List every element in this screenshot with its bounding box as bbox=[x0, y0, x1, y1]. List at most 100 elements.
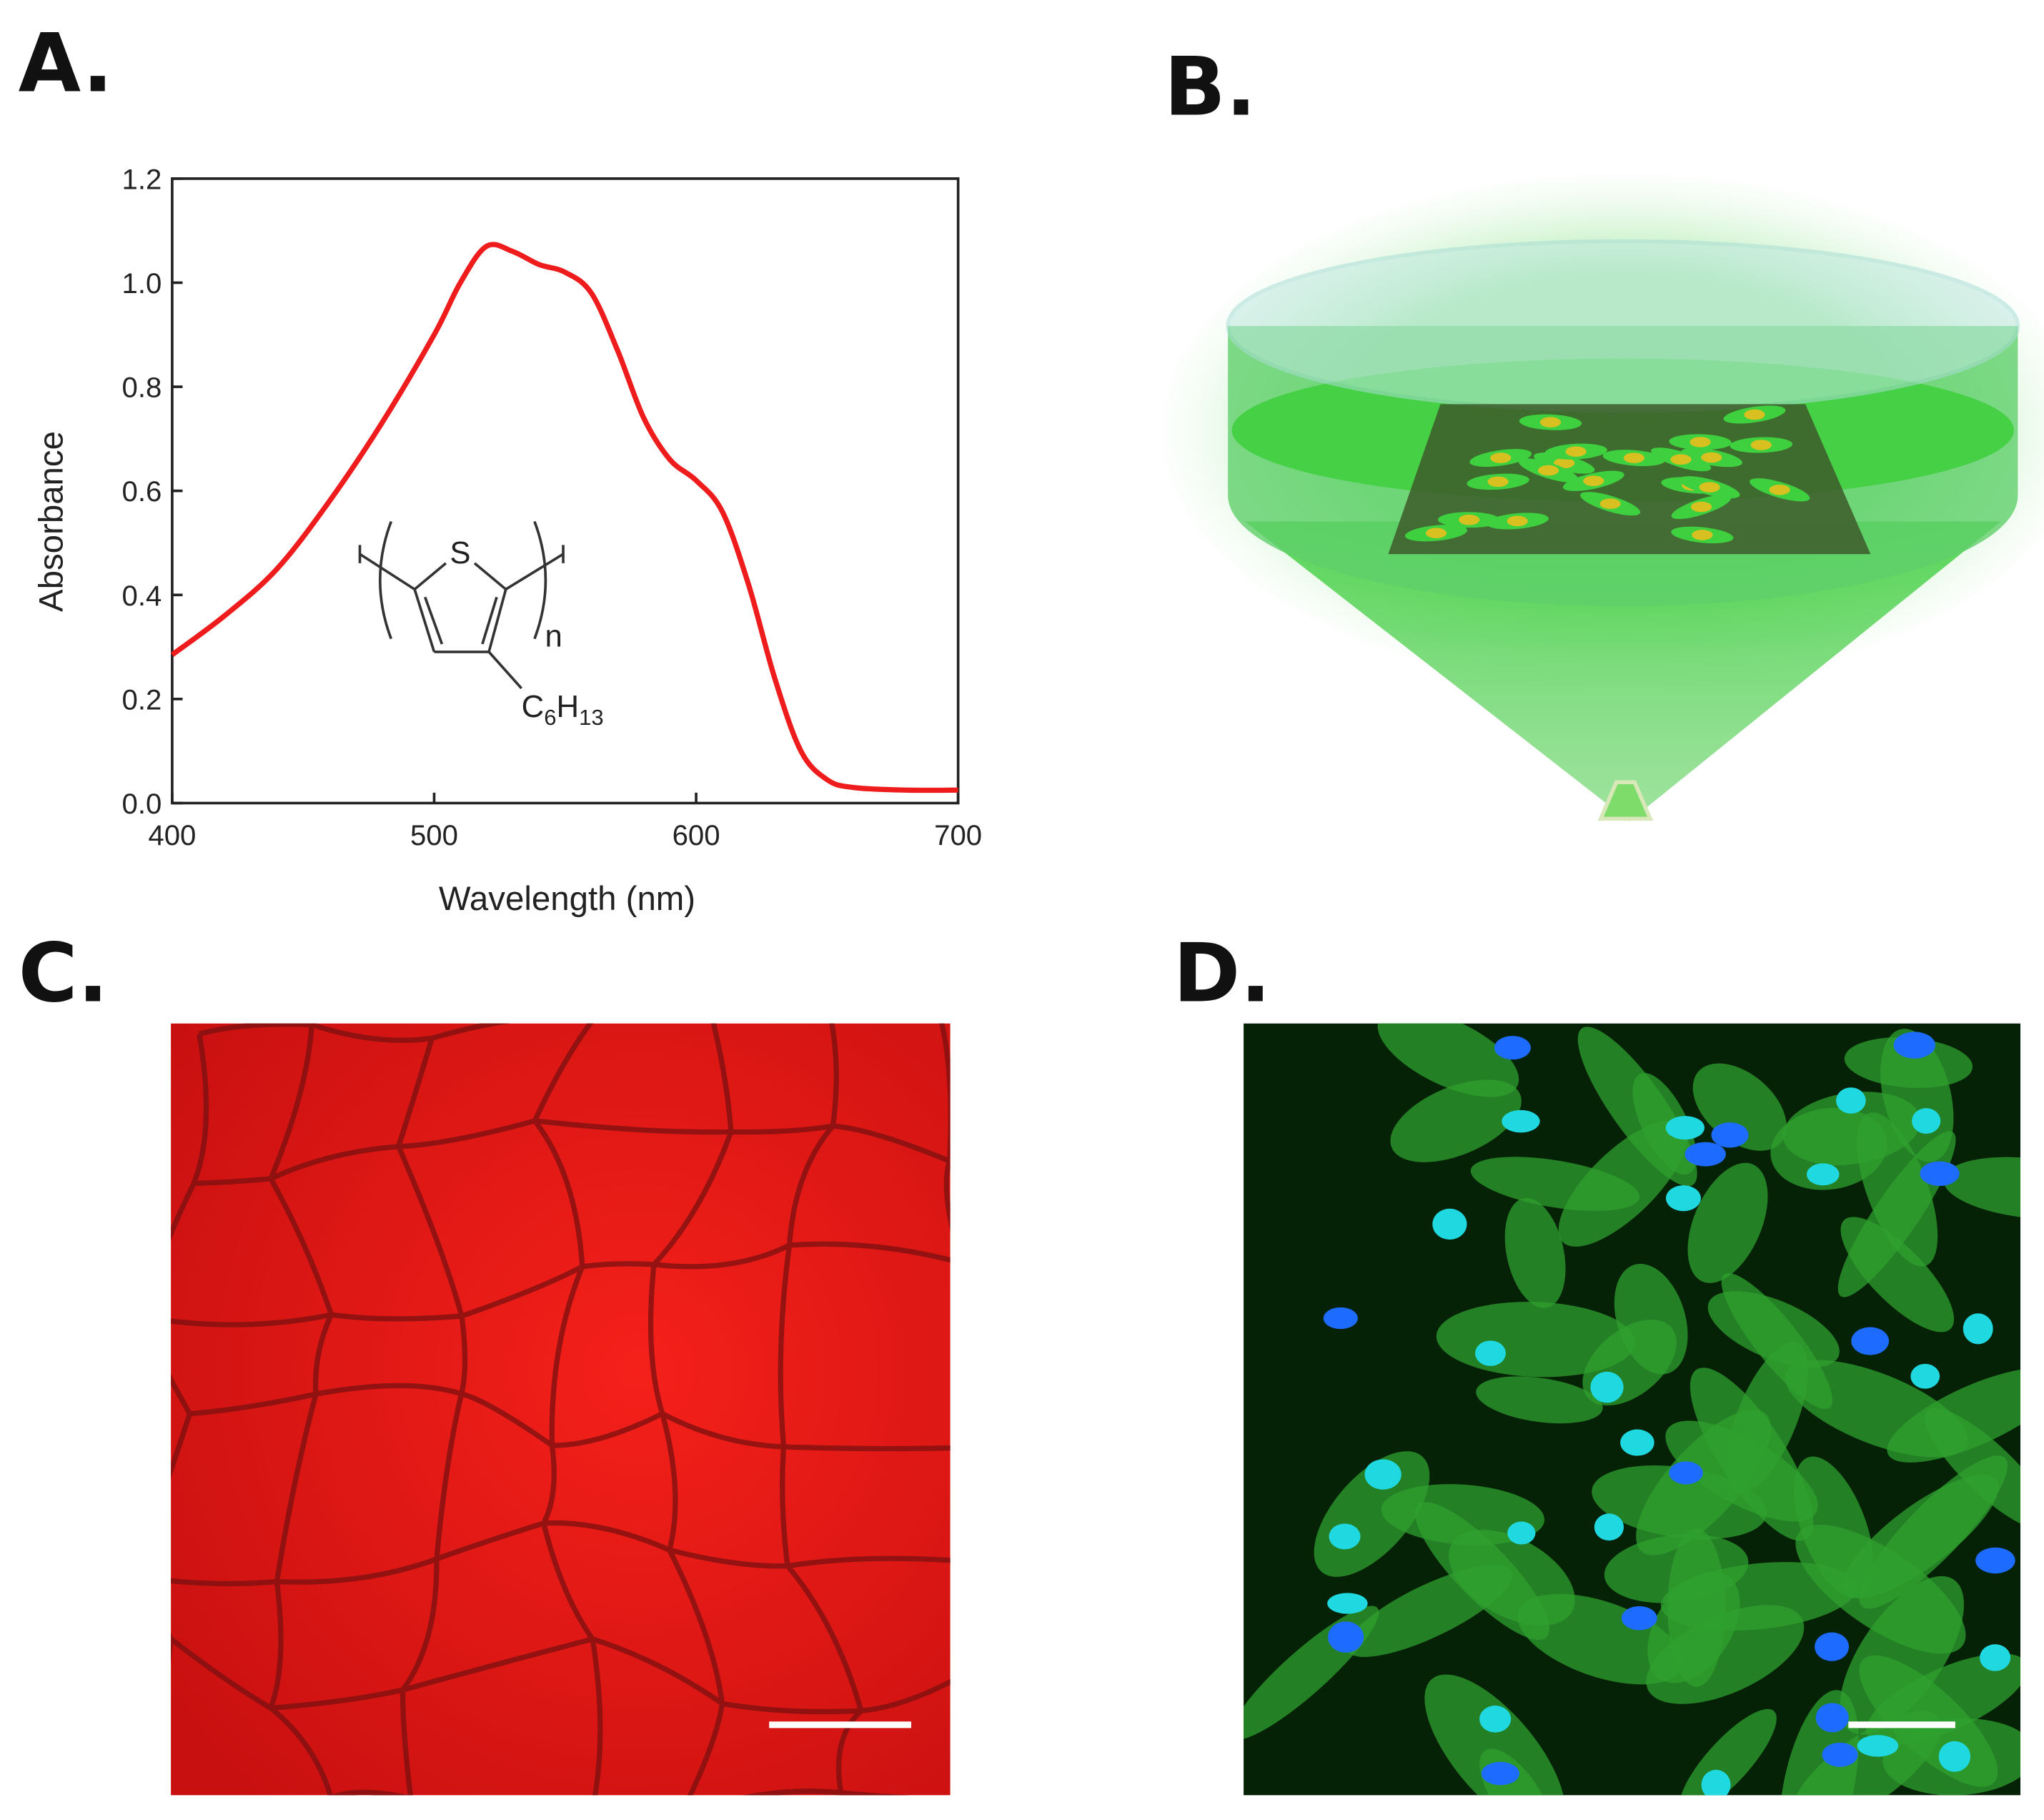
vessel bbox=[543, 1520, 671, 1553]
vessel bbox=[191, 1033, 209, 1185]
vessel bbox=[710, 1023, 734, 1132]
vessel bbox=[331, 1312, 462, 1322]
nucleus bbox=[1364, 1459, 1401, 1490]
nucleus bbox=[1857, 1735, 1899, 1757]
vessel bbox=[396, 1145, 465, 1317]
vessel bbox=[171, 1633, 174, 1639]
vessel bbox=[269, 1706, 334, 1796]
vessel bbox=[968, 1562, 979, 1669]
vessel bbox=[653, 1242, 791, 1270]
vessel bbox=[687, 1703, 725, 1796]
sub-6: 6 bbox=[544, 705, 556, 730]
nucleus bbox=[1920, 1161, 1960, 1187]
sub-h: H bbox=[557, 689, 580, 724]
vessel bbox=[311, 1023, 432, 1043]
vessel bbox=[171, 1636, 272, 1711]
vessel bbox=[835, 1708, 863, 1794]
vessel bbox=[590, 1638, 603, 1796]
y-tick-label: 1.0 bbox=[122, 267, 162, 300]
x-tick-label: 400 bbox=[148, 819, 196, 851]
nucleus bbox=[1744, 409, 1765, 420]
vessel bbox=[532, 1119, 585, 1267]
vessel bbox=[970, 1669, 973, 1800]
vessel bbox=[549, 1265, 585, 1446]
nucleus bbox=[1836, 1087, 1866, 1114]
cell-body bbox=[1857, 1112, 1938, 1267]
vessel bbox=[730, 1123, 834, 1135]
nucleus bbox=[1459, 514, 1480, 525]
sub-c: C bbox=[522, 689, 545, 724]
y-tick-label: 0.4 bbox=[122, 580, 162, 612]
x-tick-label: 600 bbox=[673, 819, 720, 851]
vessel bbox=[171, 1182, 197, 1241]
vessel bbox=[532, 1023, 594, 1122]
vessel bbox=[435, 1520, 545, 1562]
nucleus bbox=[1912, 1108, 1941, 1134]
vessel bbox=[963, 1448, 968, 1562]
vessel bbox=[277, 1556, 438, 1585]
vessel bbox=[541, 1445, 557, 1525]
nucleus bbox=[1690, 437, 1711, 447]
nucleus bbox=[1701, 452, 1722, 463]
nucleus bbox=[1329, 1523, 1361, 1550]
nucleus bbox=[1620, 1429, 1654, 1456]
x-tick-label: 500 bbox=[410, 819, 458, 851]
vessel bbox=[396, 1037, 435, 1147]
vessel bbox=[268, 1581, 284, 1709]
x-axis-label: Wavelength (nm) bbox=[439, 880, 695, 918]
repeat-label: n bbox=[545, 619, 562, 654]
vessel bbox=[398, 1118, 536, 1149]
vessel bbox=[270, 1687, 404, 1711]
nucleus bbox=[1669, 1461, 1703, 1485]
vessel bbox=[778, 1245, 793, 1448]
cell-body bbox=[1381, 1484, 1545, 1545]
nucleus bbox=[1670, 454, 1692, 465]
cell-body bbox=[1647, 1571, 1740, 1683]
vessel bbox=[315, 1383, 462, 1397]
nucleus bbox=[1479, 1705, 1512, 1733]
panel-label: A. bbox=[19, 16, 114, 111]
vessel bbox=[668, 1547, 788, 1569]
nucleus bbox=[1963, 1313, 1993, 1345]
vessel bbox=[194, 1176, 272, 1187]
nucleus bbox=[1554, 458, 1575, 469]
nucleus bbox=[1701, 1769, 1731, 1796]
cell-body bbox=[1390, 1079, 1522, 1162]
vessel bbox=[661, 1411, 784, 1450]
vessel bbox=[660, 1413, 678, 1551]
vessel bbox=[833, 1123, 951, 1164]
nucleus bbox=[1851, 1327, 1890, 1355]
vessel bbox=[171, 1638, 174, 1665]
vessel bbox=[592, 1636, 724, 1706]
vessel bbox=[652, 1131, 734, 1267]
cell-body bbox=[1377, 1023, 1519, 1097]
cell-body bbox=[1687, 1162, 1768, 1283]
vessel bbox=[860, 1678, 951, 1713]
sub-13: 13 bbox=[579, 705, 603, 730]
cell-body bbox=[1721, 1273, 1832, 1410]
vessel bbox=[708, 1001, 829, 1012]
vessel bbox=[274, 1393, 319, 1583]
nucleus bbox=[1769, 484, 1790, 495]
vessel bbox=[541, 1522, 595, 1641]
petri-dish-illustration bbox=[1154, 169, 2044, 821]
nucleus bbox=[1910, 1363, 1940, 1389]
cell-body bbox=[1558, 1120, 1687, 1247]
vessel bbox=[943, 1160, 951, 1231]
nucleus bbox=[1665, 1116, 1705, 1140]
vessel bbox=[840, 1790, 910, 1796]
vessel bbox=[402, 1636, 594, 1693]
vessel bbox=[459, 1315, 468, 1395]
vessel bbox=[829, 1023, 839, 1127]
cell-body bbox=[1785, 1360, 1968, 1458]
vessel bbox=[152, 1798, 332, 1820]
nucleus bbox=[1815, 1703, 1849, 1733]
y-tick-label: 0.6 bbox=[122, 475, 162, 508]
cell-body bbox=[1504, 1197, 1566, 1308]
x-tick-label: 700 bbox=[934, 819, 982, 851]
y-tick-label: 0.0 bbox=[122, 788, 162, 820]
nucleus bbox=[1665, 1185, 1701, 1212]
nucleus bbox=[1599, 498, 1621, 509]
y-tick-label: 0.2 bbox=[122, 683, 162, 716]
vessel bbox=[785, 1564, 864, 1712]
